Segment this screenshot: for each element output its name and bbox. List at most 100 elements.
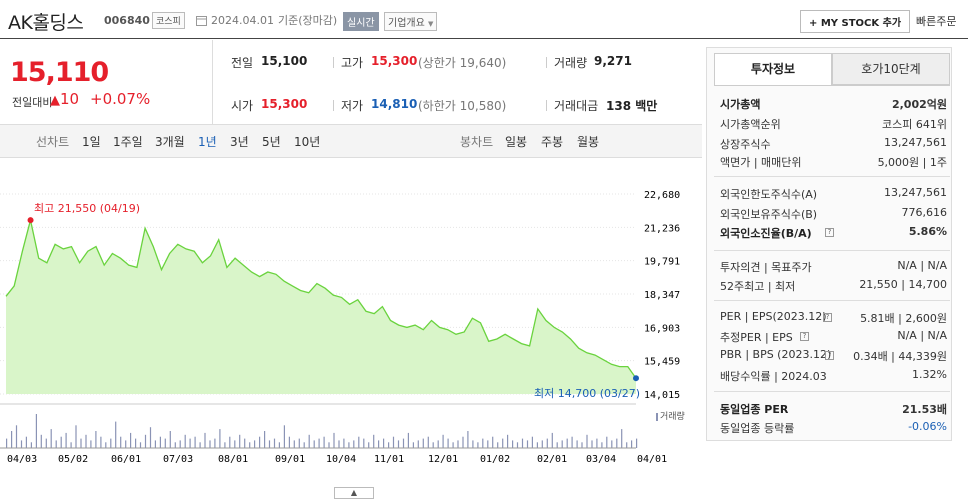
quick-order-button[interactable]: 빠른주문 [916, 15, 957, 28]
volume-bar [144, 434, 147, 448]
max-marker [27, 217, 34, 224]
y-tick-label: 19,791 [644, 257, 680, 268]
volume-bar [283, 425, 285, 448]
period-1y[interactable]: 1년 [198, 135, 217, 149]
company-menu-button[interactable]: 기업개요 ▼ [384, 12, 438, 31]
volume-bar [477, 442, 479, 448]
volume-bar [313, 440, 315, 448]
volume-bar [551, 432, 553, 448]
volume-label: 거래량 [554, 56, 588, 70]
side-divider [714, 176, 950, 177]
candle-monthly[interactable]: 월봉 [577, 135, 600, 149]
volume-bar [204, 432, 206, 448]
side-row-value: N/A | N/A [897, 329, 947, 342]
candle-chart-label: 봉차트 [460, 135, 494, 149]
x-tick-label: 09/01 [275, 454, 305, 465]
diff-percent: +0.07% [90, 90, 151, 108]
tab-order-book[interactable]: 호가10단계 [832, 53, 950, 85]
volume-bar [467, 431, 469, 448]
side-row-label: 상장주식수 [720, 138, 771, 151]
side-row-value: 13,247,561 [884, 186, 947, 199]
volume-bar [100, 436, 102, 448]
volume-bar [531, 436, 533, 448]
volume-bar [492, 436, 494, 448]
side-row-label: 배당수익률 | 2024.03 [720, 370, 827, 383]
volume-bar [85, 434, 87, 448]
diff-value: ▲10 [50, 90, 79, 108]
date-info: 2024.04.01 기준(장마감) [196, 12, 337, 28]
volume-bar [229, 436, 231, 448]
period-5y[interactable]: 5년 [262, 135, 281, 149]
volume-bar [556, 442, 558, 448]
min-label: 최저 14,700 (03/27) [534, 387, 641, 400]
diff-label: 전일대비 [12, 96, 53, 109]
volume-bar [264, 431, 266, 448]
volume-bar [45, 438, 47, 448]
x-tick-label: 03/04 [586, 454, 616, 465]
open-value: 15,300 [261, 97, 308, 111]
volume-bar [512, 440, 514, 448]
price-area [6, 220, 636, 394]
volume-bar [184, 434, 186, 448]
volume-bar [110, 438, 112, 448]
y-tick-label: 18,347 [644, 290, 680, 301]
volume-bar [80, 438, 82, 448]
volume-bar [571, 436, 573, 448]
max-label: 최고 21,550 (04/19) [34, 202, 141, 215]
volume-bar [383, 438, 385, 448]
period-1w[interactable]: 1주일 [113, 135, 143, 149]
candle-daily[interactable]: 일봉 [505, 135, 528, 149]
volume-bar [75, 425, 77, 448]
add-mystock-button[interactable]: + MY STOCK 추가 [800, 10, 911, 33]
help-icon[interactable]: ? [823, 313, 832, 322]
help-icon[interactable]: ? [825, 228, 834, 237]
help-icon[interactable]: ? [800, 332, 809, 341]
base-date: 2024.04.01 [211, 13, 274, 27]
realtime-button[interactable]: 실시간 [343, 12, 379, 31]
market-badge: 코스피 [152, 12, 185, 29]
volume-bar [318, 438, 320, 448]
volume-value: 9,271 [594, 54, 632, 68]
volume-bar [412, 442, 414, 448]
side-row-label: 동일업종 PER [720, 403, 789, 416]
x-tick-label: 10/04 [326, 454, 356, 465]
side-row-label: PER | EPS(2023.12) [720, 310, 827, 323]
period-3y[interactable]: 3년 [230, 135, 249, 149]
chevron-up-icon[interactable]: ▲ [334, 487, 374, 499]
tab-investment-info[interactable]: 투자정보 [714, 53, 832, 85]
volume-bar [536, 442, 538, 448]
volume-bar [348, 442, 350, 448]
volume-bar [626, 442, 628, 448]
amount-value: 138 백만 [606, 99, 658, 113]
stock-name: AK홀딩스 [8, 12, 84, 34]
volume-bar [343, 438, 345, 448]
volume-bar [397, 440, 400, 448]
volume-bar [6, 438, 8, 448]
candle-weekly[interactable]: 주봉 [541, 135, 564, 149]
y-tick-label: 14,015 [644, 390, 680, 401]
volume-bar [95, 431, 97, 448]
period-10y[interactable]: 10년 [294, 135, 321, 149]
side-panel [706, 47, 952, 441]
volume-bar [90, 440, 92, 448]
open-label: 시가 [231, 99, 254, 113]
period-1d[interactable]: 1일 [82, 135, 101, 149]
volume-bar [631, 440, 633, 448]
side-row-value: 2,002억원 [891, 98, 947, 111]
volume-bar [30, 442, 32, 448]
volume-bar [611, 440, 613, 448]
volume-bar [214, 438, 216, 448]
volume-bar [308, 434, 310, 448]
help-icon[interactable]: ? [825, 351, 834, 360]
volume-bar [169, 431, 171, 448]
header-divider [0, 38, 968, 39]
volume-bar [482, 438, 484, 448]
period-3m[interactable]: 3개월 [155, 135, 185, 149]
diff-amount: 10 [60, 90, 80, 108]
volume-bar [358, 436, 360, 448]
volume-bar [259, 436, 261, 448]
volume-bar [273, 438, 276, 448]
volume-bar [392, 436, 395, 448]
up-triangle-icon: ▲ [50, 93, 60, 108]
current-price: 15,110 [10, 57, 109, 88]
